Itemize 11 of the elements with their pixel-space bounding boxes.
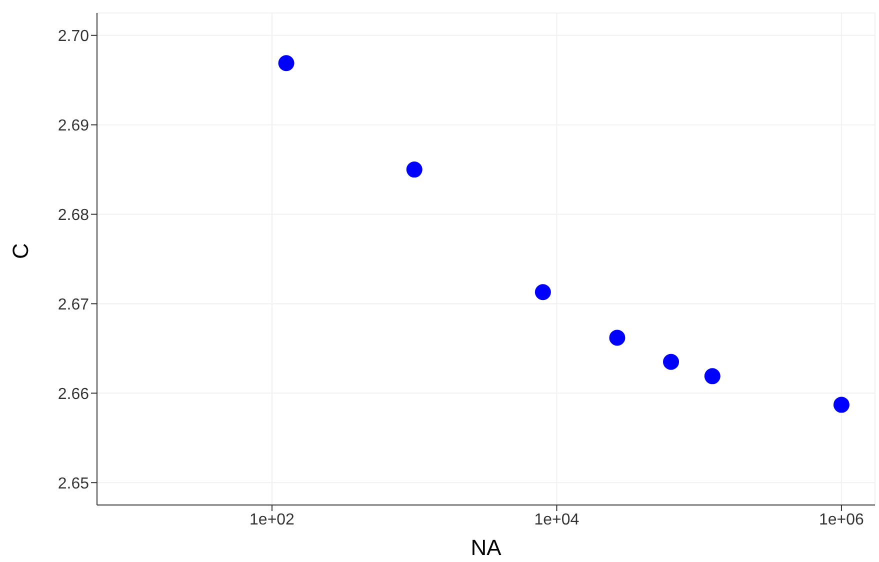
x-tick-label: 1e+02 (250, 511, 295, 528)
y-tick-label: 2.70 (58, 28, 90, 46)
y-axis-title: C (8, 243, 33, 259)
y-tick-label: 2.67 (58, 296, 90, 314)
y-tick-label: 2.68 (58, 206, 90, 224)
y-tick-label: 2.65 (58, 475, 90, 492)
x-tick-label: 1e+04 (534, 511, 580, 528)
y-tick-label: 2.69 (58, 118, 90, 134)
x-axis-title: NA (470, 535, 502, 560)
y-tick-label: 2.66 (58, 386, 90, 403)
x-tick-label: 1e+06 (819, 511, 864, 528)
